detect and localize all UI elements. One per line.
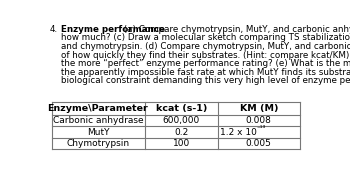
Text: kcat (s-1): kcat (s-1) [156,104,207,113]
Text: 1.2 x 10: 1.2 x 10 [219,128,257,137]
Text: 0.005: 0.005 [246,139,272,148]
Text: 0.2: 0.2 [174,128,188,137]
Text: KM (M): KM (M) [239,104,278,113]
Text: biological constraint demanding this very high level of enzyme performance?: biological constraint demanding this ver… [61,76,350,85]
Text: ⁻¹³: ⁻¹³ [257,126,266,132]
Text: Carbonic anhydrase: Carbonic anhydrase [53,116,143,125]
Text: 100: 100 [173,139,190,148]
Text: (a) Compare chymotrypsin, MutY, and carbonic anhydrase in terms of chemical diff: (a) Compare chymotrypsin, MutY, and carb… [121,25,350,34]
Text: the more “perfect” enzyme performance rating? (e) What is the molecular explanat: the more “perfect” enzyme performance ra… [61,59,350,68]
Text: Enzyme\Parameter: Enzyme\Parameter [48,104,148,113]
Text: Chymotrypsin: Chymotrypsin [66,139,130,148]
Text: MutY: MutY [87,128,109,137]
Text: of how quickly they find their substrates. (Hint: compare kcat/KM). Which enzyme: of how quickly they find their substrate… [61,51,350,60]
Text: the apparently impossible fast rate at which MutY finds its substrate? (f) What : the apparently impossible fast rate at w… [61,68,350,77]
Text: and chymotrypsin. (d) Compare chymotrypsin, MutY, and carbonic anhydrase  in ter: and chymotrypsin. (d) Compare chymotryps… [61,42,350,51]
Text: how much? (c) Draw a molecular sketch comparing TS stabilization strategies for : how much? (c) Draw a molecular sketch co… [61,33,350,42]
Text: 4.: 4. [50,25,58,34]
Text: 600,000: 600,000 [163,116,200,125]
Text: Enzyme performance: Enzyme performance [61,25,165,34]
Text: 0.008: 0.008 [246,116,272,125]
